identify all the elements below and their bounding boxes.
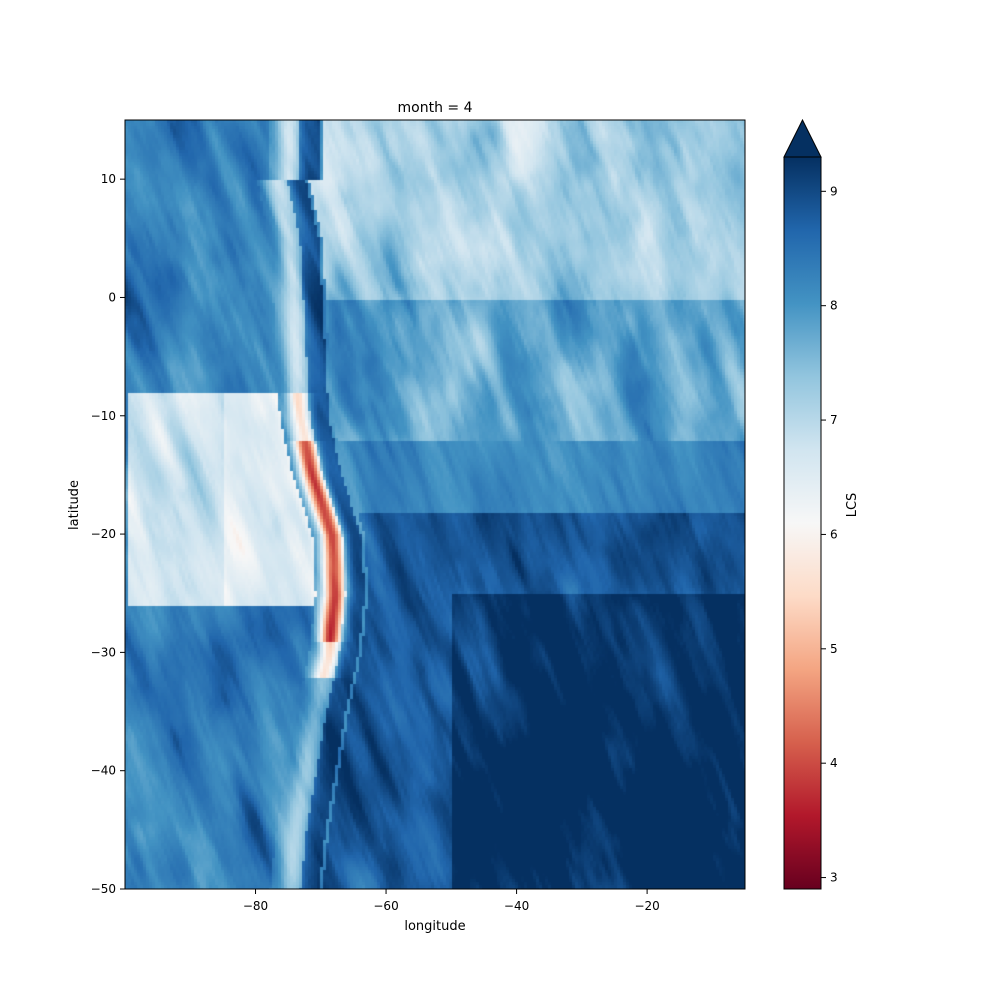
x-tick-label: −40 [504,899,529,913]
colorbar-tick-label: 9 [830,184,838,198]
heatmap-field [125,120,745,889]
y-tick-label: −10 [91,409,116,423]
colorbar-label: LCS [845,493,860,518]
y-axis-label: latitude [67,480,82,530]
y-tick-label: 10 [101,172,116,186]
colorbar-extend-arrow [783,118,822,158]
y-tick-label: −50 [91,882,116,896]
colorbar-tick-label: 3 [830,871,838,885]
plot-frame [124,119,746,890]
y-tick-label: −30 [91,645,116,659]
y-tick-label: 0 [108,290,116,304]
colorbar: 3 4 5 6 7 8 9 LCS [783,118,860,890]
x-tick-label: −60 [373,899,398,913]
y-tick-label: −40 [91,764,116,778]
colorbar-tick-label: 7 [830,413,838,427]
colorbar-tick-label: 5 [830,642,838,656]
x-tick-label: −80 [243,899,268,913]
x-axis-label: longitude [404,919,465,934]
y-tick-label: −20 [91,527,116,541]
y-axis-ticks: 10 0 −10 −20 −30 −40 −50 [91,172,125,896]
colorbar-ticks: 3 4 5 6 7 8 9 [821,184,838,885]
colorbar-tick-label: 4 [830,756,838,770]
x-tick-label: −20 [634,899,659,913]
colorbar-body [783,156,822,890]
chart-title: month = 4 [398,100,473,116]
colorbar-tick-label: 6 [830,527,838,541]
colorbar-tick-label: 8 [830,299,838,313]
x-axis-ticks: −80 −60 −40 −20 [243,889,660,913]
heatmap-canvas [125,120,745,889]
